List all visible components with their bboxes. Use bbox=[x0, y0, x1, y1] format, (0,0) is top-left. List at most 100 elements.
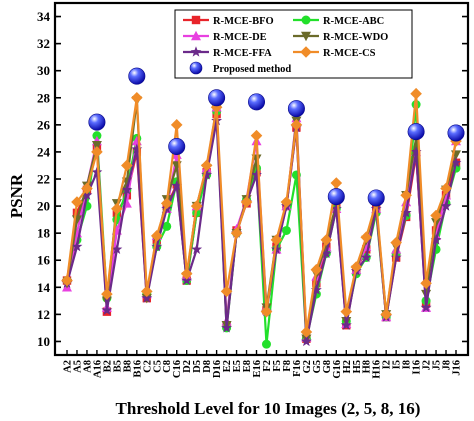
x-tick-label: C5 bbox=[152, 360, 163, 373]
legend-label: R-MCE-CS bbox=[323, 48, 376, 59]
data-point bbox=[111, 243, 123, 255]
x-tick-label: A16 bbox=[92, 360, 103, 378]
data-point bbox=[300, 326, 313, 338]
legend-marker bbox=[191, 15, 201, 25]
data-point bbox=[280, 196, 293, 208]
data-point bbox=[180, 267, 193, 280]
legend-label: Proposed method bbox=[213, 64, 291, 75]
data-point bbox=[150, 230, 163, 242]
data-point bbox=[290, 119, 303, 131]
data-point bbox=[407, 123, 425, 141]
data-point bbox=[410, 87, 422, 100]
series-proposed-method bbox=[88, 67, 465, 207]
data-point bbox=[260, 305, 273, 318]
data-point bbox=[101, 288, 113, 300]
x-tick-label: C16 bbox=[172, 360, 183, 378]
data-point bbox=[72, 208, 82, 218]
data-point bbox=[160, 197, 173, 210]
chart-axes: 10121416182022242628303234A2A5A8A16B2B5B… bbox=[37, 1, 470, 379]
x-tick-label: D16 bbox=[212, 360, 223, 378]
data-point bbox=[271, 243, 282, 255]
x-tick-label: D2 bbox=[182, 360, 193, 373]
x-tick-label: C2 bbox=[142, 360, 153, 373]
legend-marker bbox=[191, 30, 201, 41]
data-point bbox=[131, 143, 143, 154]
data-point bbox=[121, 159, 133, 172]
x-tick-label: B16 bbox=[132, 360, 143, 378]
series-line bbox=[65, 92, 458, 334]
y-tick-label: 32 bbox=[37, 36, 50, 51]
data-point bbox=[320, 247, 332, 259]
x-tick-label: A2 bbox=[63, 360, 74, 373]
data-point bbox=[420, 301, 432, 313]
x-tick-label: G2 bbox=[302, 360, 313, 373]
x-tick-label: J5 bbox=[432, 360, 443, 371]
data-point bbox=[191, 243, 203, 255]
data-point bbox=[101, 304, 113, 315]
data-point bbox=[300, 335, 312, 347]
x-tick-label: J16 bbox=[452, 360, 463, 376]
data-point bbox=[350, 261, 363, 273]
x-tick-label: I16 bbox=[412, 360, 423, 375]
data-point bbox=[450, 157, 462, 168]
data-point bbox=[327, 188, 345, 206]
x-tick-label: E2 bbox=[222, 360, 233, 372]
data-point bbox=[440, 182, 452, 195]
data-point bbox=[360, 231, 373, 244]
data-point bbox=[208, 89, 226, 107]
legend-label: R-MCE-DE bbox=[213, 32, 267, 43]
legend-marker bbox=[301, 31, 311, 42]
data-point bbox=[261, 339, 271, 349]
y-tick-label: 10 bbox=[37, 334, 50, 349]
legend-entry: R-MCE-BFO bbox=[183, 15, 274, 27]
x-tick-label: A8 bbox=[82, 360, 93, 373]
x-tick-label: G8 bbox=[322, 360, 333, 373]
legend-label: R-MCE-ABC bbox=[323, 16, 384, 27]
data-point bbox=[131, 91, 143, 104]
data-point bbox=[71, 240, 83, 252]
y-tick-label: 34 bbox=[37, 9, 51, 24]
data-point bbox=[400, 189, 412, 202]
data-point bbox=[81, 182, 93, 195]
data-point bbox=[168, 138, 186, 156]
x-tick-label: F2 bbox=[262, 360, 273, 372]
data-point bbox=[201, 169, 213, 180]
x-tick-label: I2 bbox=[382, 360, 393, 369]
data-point bbox=[181, 274, 193, 286]
x-tick-label: J8 bbox=[442, 360, 453, 371]
x-tick-label: I5 bbox=[392, 360, 403, 369]
data-point bbox=[390, 236, 402, 249]
y-axis-title-group: PSNR bbox=[7, 173, 26, 218]
data-point bbox=[140, 285, 153, 298]
legend-label: R-MCE-WDO bbox=[323, 32, 388, 43]
x-tick-label: F5 bbox=[272, 360, 283, 372]
y-tick-label: 30 bbox=[37, 63, 50, 78]
legend-label: R-MCE-FFA bbox=[213, 48, 272, 59]
x-tick-label: F8 bbox=[282, 360, 293, 372]
x-tick-label: F16 bbox=[292, 360, 303, 377]
chart-marks bbox=[61, 67, 465, 349]
data-point bbox=[400, 207, 412, 218]
data-point bbox=[251, 169, 262, 180]
data-point bbox=[287, 100, 305, 118]
y-tick-label: 14 bbox=[37, 280, 51, 295]
data-point bbox=[220, 285, 233, 298]
legend-entry: R-MCE-ABC bbox=[293, 15, 384, 27]
series-line bbox=[65, 119, 458, 343]
data-point bbox=[420, 277, 432, 290]
data-point bbox=[330, 203, 342, 214]
legend-label: R-MCE-BFO bbox=[213, 16, 274, 27]
data-point bbox=[340, 319, 352, 330]
legend-marker bbox=[300, 46, 312, 58]
y-tick-label: 20 bbox=[37, 199, 50, 214]
legend-marker bbox=[190, 46, 202, 57]
x-tick-label: H16 bbox=[372, 360, 383, 379]
x-tick-label: D8 bbox=[202, 360, 213, 373]
legend: R-MCE-BFO R-MCE-ABC R-MCE-DE R-MCE-WDO R-MCE… bbox=[174, 9, 413, 79]
y-tick-label: 22 bbox=[37, 172, 50, 187]
x-tick-label: H2 bbox=[342, 360, 353, 373]
x-tick-label: G16 bbox=[332, 360, 343, 379]
data-point bbox=[390, 251, 402, 263]
x-tick-label: C8 bbox=[162, 360, 173, 373]
x-tick-label: A5 bbox=[72, 360, 83, 373]
